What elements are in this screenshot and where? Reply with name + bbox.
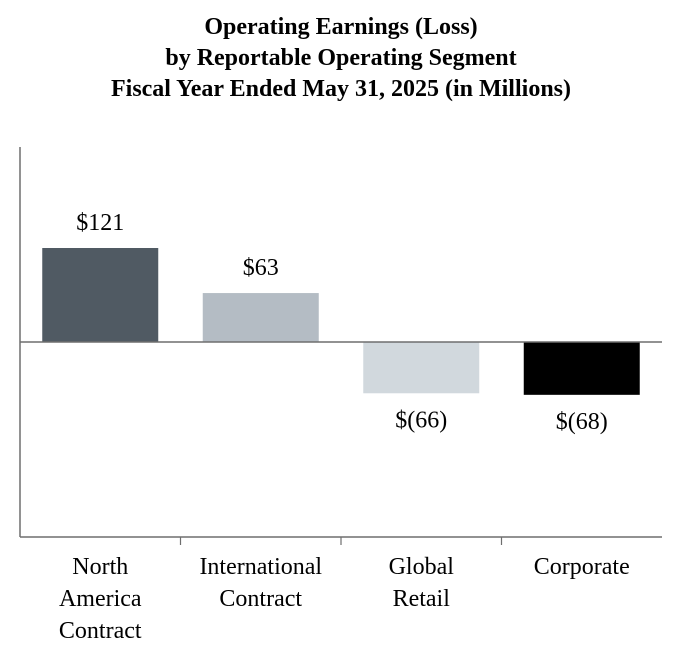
data-label: $63 — [243, 255, 279, 281]
chart-title-line-2: by Reportable Operating Segment — [165, 45, 517, 71]
category-label: Contract — [219, 586, 302, 612]
bar — [523, 342, 640, 395]
category-label: Contract — [59, 618, 142, 644]
chart-title-line-1: Operating Earnings (Loss) — [204, 14, 478, 40]
chart-title: Operating Earnings (Loss) by Reportable … — [0, 12, 682, 105]
category-label: North — [72, 554, 128, 580]
bar — [202, 293, 319, 342]
category-label: Corporate — [534, 554, 630, 580]
chart-title-line-3: Fiscal Year Ended May 31, 2025 (in Milli… — [110, 76, 571, 102]
bar — [363, 342, 480, 394]
data-label: $(66) — [395, 407, 447, 433]
category-label: America — [59, 586, 142, 612]
category-label: Retail — [393, 586, 451, 612]
data-label: $121 — [76, 210, 124, 236]
category-label: International — [199, 554, 322, 580]
data-label: $(68) — [556, 409, 608, 435]
category-label: Global — [389, 554, 455, 580]
bar — [42, 248, 159, 342]
